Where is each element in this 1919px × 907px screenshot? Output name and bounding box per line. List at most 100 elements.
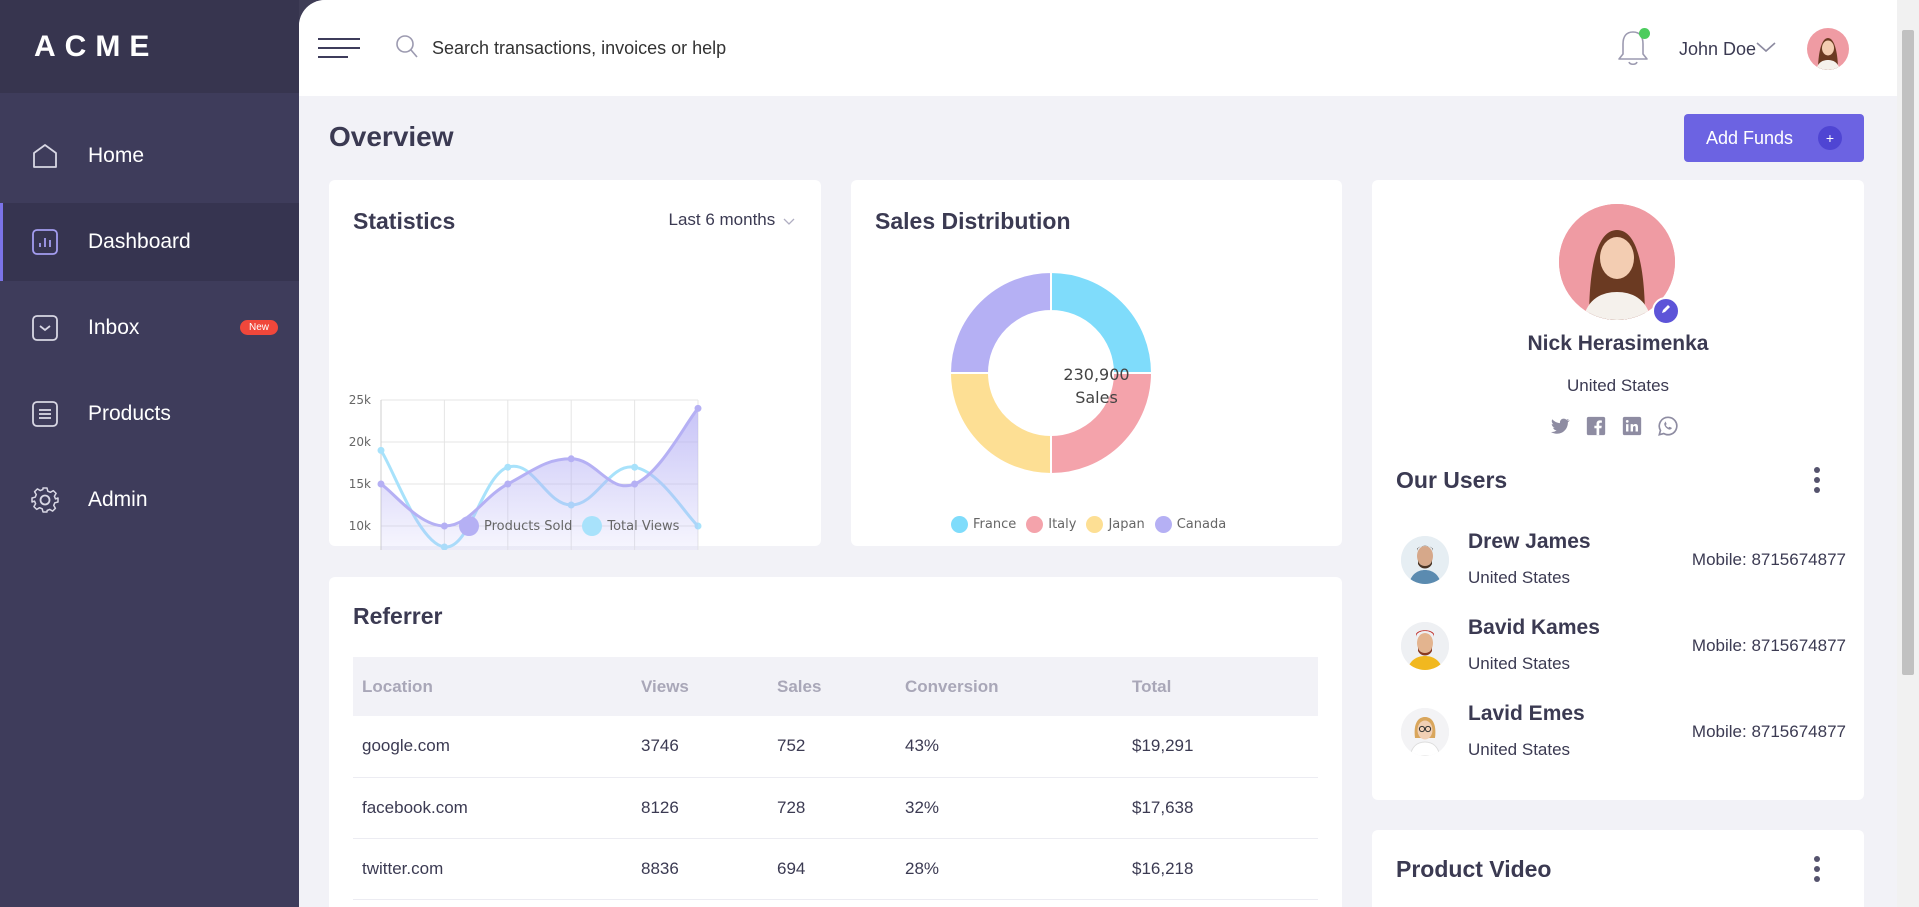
data-point bbox=[504, 480, 512, 488]
data-point bbox=[504, 463, 512, 471]
page-title: Overview bbox=[329, 121, 454, 152]
user-mobile: Mobile: 8715674877 bbox=[1691, 636, 1846, 655]
column-header: Sales bbox=[777, 676, 822, 696]
donut-slice bbox=[948, 270, 1052, 374]
product-video-title: Product Video bbox=[1396, 856, 1552, 882]
user-name: Bavid Kames bbox=[1468, 616, 1600, 639]
list-item[interactable]: Lavid Emes United States Mobile: 8715674… bbox=[1396, 702, 1846, 762]
search-icon bbox=[395, 34, 419, 65]
sales-distribution-title: Sales Distribution bbox=[875, 208, 1071, 234]
avatar[interactable] bbox=[1807, 28, 1849, 70]
cell-views: 3746 bbox=[641, 716, 777, 778]
legend-label: Canada bbox=[1176, 517, 1227, 532]
cell-total: $16,218 bbox=[1132, 838, 1318, 900]
column-header: Total bbox=[1132, 676, 1172, 696]
linkedin-icon[interactable] bbox=[1621, 415, 1643, 437]
sidebar-item-products[interactable]: Products bbox=[0, 375, 299, 453]
table-row: google.com 3746 752 43% $19,291 bbox=[353, 716, 1318, 778]
main-content: John Doe Overview Add Funds + Statistics… bbox=[299, 0, 1919, 907]
statistics-title: Statistics bbox=[353, 208, 456, 234]
scrollbar-thumb[interactable] bbox=[1902, 30, 1914, 675]
data-point bbox=[377, 446, 385, 454]
cell-location: google.com bbox=[353, 716, 641, 778]
cell-sales: 728 bbox=[777, 777, 905, 839]
range-dropdown[interactable]: Last 6 months bbox=[668, 210, 795, 231]
list-icon bbox=[30, 399, 60, 429]
home-icon bbox=[30, 141, 60, 171]
menu-icon[interactable] bbox=[318, 38, 360, 60]
sales-legend: France Italy Japan Canada bbox=[951, 516, 1226, 533]
list-item[interactable]: Bavid Kames United States Mobile: 871567… bbox=[1396, 616, 1846, 676]
legend-swatch bbox=[1154, 516, 1172, 533]
legend-item[interactable]: Italy bbox=[1026, 516, 1076, 533]
range-label: Last 6 months bbox=[668, 210, 776, 229]
statistics-chart: 25k20k15k10k5kJanFebMarAprMayJun bbox=[349, 393, 702, 550]
legend-label: France bbox=[973, 517, 1017, 532]
chevron-down-icon bbox=[783, 211, 795, 231]
y-tick-label: 10k bbox=[349, 519, 371, 533]
legend-item[interactable]: Total Views bbox=[582, 516, 679, 536]
search-input[interactable] bbox=[432, 34, 952, 62]
notification-dot bbox=[1639, 28, 1650, 39]
sidebar-item-label: Inbox bbox=[88, 316, 140, 339]
sidebar: ACME Home Dashboard Inbox New Products bbox=[0, 0, 299, 907]
profile-card: Nick Herasimenka United States Our Users… bbox=[1372, 180, 1864, 800]
avatar bbox=[1401, 622, 1449, 670]
sidebar-item-admin[interactable]: Admin bbox=[0, 461, 299, 539]
chart-icon bbox=[30, 227, 60, 257]
user-name: Drew James bbox=[1468, 530, 1591, 553]
twitter-icon[interactable] bbox=[1549, 415, 1571, 437]
y-tick-label: 25k bbox=[349, 393, 371, 407]
cell-views: 8836 bbox=[641, 838, 777, 900]
user-menu[interactable]: John Doe bbox=[1679, 39, 1757, 59]
statistics-legend: Products Sold Total Views bbox=[459, 516, 679, 536]
users-more-icon[interactable] bbox=[1814, 467, 1820, 493]
cell-sales: 694 bbox=[777, 838, 905, 900]
whatsapp-icon[interactable] bbox=[1657, 415, 1679, 437]
brand-logo: ACME bbox=[0, 0, 299, 93]
statistics-card: Statistics Last 6 months 25k20k15k10k5kJ… bbox=[329, 180, 821, 550]
user-country: United States bbox=[1468, 568, 1571, 587]
avatar bbox=[1401, 708, 1449, 756]
sales-donut-chart bbox=[948, 270, 1154, 476]
user-country: United States bbox=[1468, 654, 1571, 673]
scrollbar[interactable] bbox=[1897, 0, 1919, 907]
column-header: Views bbox=[641, 676, 689, 696]
profile-name: Nick Herasimenka bbox=[1527, 332, 1709, 355]
legend-item[interactable]: Japan bbox=[1086, 516, 1145, 533]
plus-icon: + bbox=[1818, 126, 1842, 150]
cell-views: 8126 bbox=[641, 777, 777, 839]
legend-label: Products Sold bbox=[484, 518, 573, 534]
cell-conversion: 43% bbox=[905, 716, 1132, 778]
legend-item[interactable]: France bbox=[951, 516, 1016, 533]
data-point bbox=[631, 480, 639, 488]
donut-center-label: Sales bbox=[1075, 388, 1118, 407]
product-video-more-icon[interactable] bbox=[1814, 856, 1820, 882]
cell-total: $17,638 bbox=[1132, 777, 1318, 839]
referrer-table: Location Views Sales Conversion Total go… bbox=[353, 657, 1318, 900]
profile-photo bbox=[1559, 204, 1675, 320]
sidebar-item-dashboard[interactable]: Dashboard bbox=[0, 203, 299, 281]
series-area bbox=[381, 408, 698, 550]
referrer-card: Referrer Location Views Sales Conversion… bbox=[329, 577, 1342, 907]
sidebar-item-label: Products bbox=[88, 402, 171, 425]
cell-location: facebook.com bbox=[353, 777, 641, 839]
legend-label: Total Views bbox=[607, 518, 680, 534]
edit-profile-button[interactable] bbox=[1652, 297, 1680, 325]
table-row: facebook.com 8126 728 32% $17,638 bbox=[353, 777, 1318, 839]
cell-conversion: 28% bbox=[905, 838, 1132, 900]
list-item[interactable]: Drew James United States Mobile: 8715674… bbox=[1396, 530, 1846, 590]
user-name: Lavid Emes bbox=[1468, 702, 1585, 725]
column-header: Location bbox=[362, 676, 433, 696]
sidebar-item-inbox[interactable]: Inbox New bbox=[0, 289, 299, 367]
facebook-icon[interactable] bbox=[1585, 415, 1607, 437]
data-point bbox=[440, 522, 448, 530]
chevron-down-icon[interactable] bbox=[1755, 40, 1777, 59]
legend-swatch bbox=[459, 516, 479, 536]
add-funds-button[interactable]: Add Funds + bbox=[1684, 114, 1864, 162]
sidebar-item-home[interactable]: Home bbox=[0, 117, 299, 195]
legend-item[interactable]: Products Sold bbox=[459, 516, 572, 536]
legend-item[interactable]: Canada bbox=[1154, 516, 1227, 533]
pencil-icon bbox=[1660, 302, 1672, 320]
cell-total: $19,291 bbox=[1132, 716, 1318, 778]
